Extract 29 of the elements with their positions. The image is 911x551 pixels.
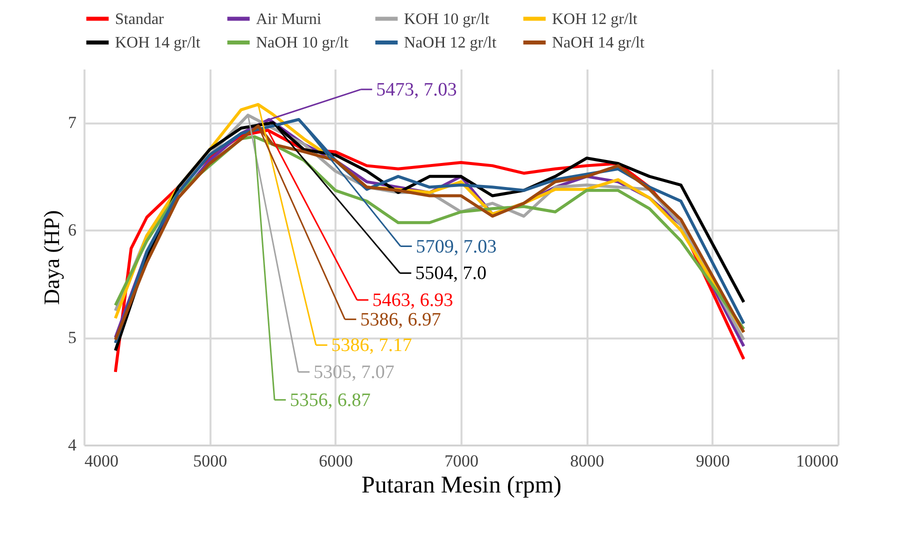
legend-label: Air Murni [256,10,322,28]
annotation: 5709, 7.03 [416,236,497,258]
annotation: 5305, 7.07 [314,362,394,383]
legend-label: KOH 14 gr/lt [115,34,201,52]
x-tick-label: 4000 [84,452,118,470]
x-tick-label: 5000 [193,452,228,470]
legend-label: NaOH 10 gr/lt [256,34,349,52]
x-tick-label: 8000 [570,452,604,470]
annotation: 5473, 7.03 [376,79,457,100]
y-axis-title: Daya (HP) [39,210,64,305]
x-tick-label: 9000 [696,452,730,470]
x-tick-label: 10000 [796,452,838,470]
annotation: 5356, 6.87 [290,390,371,411]
annotation: 5386, 6.97 [360,309,441,330]
legend-label: Standar [115,10,165,28]
legend-label: KOH 10 gr/lt [404,10,490,28]
x-tick-label: 7000 [444,452,478,470]
legend-label: NaOH 12 gr/lt [404,34,497,52]
y-tick-label: 7 [68,113,77,132]
y-tick-label: 6 [68,220,76,240]
y-tick-label: 5 [68,328,76,348]
annotation: 5386, 7.17 [331,335,412,356]
annotation: 5463, 6.93 [372,290,454,311]
y-tick-label: 4 [68,436,77,454]
x-tick-label: 6000 [318,452,353,470]
annotation: 5504, 7.0 [415,263,486,284]
legend-label: NaOH 14 gr/lt [552,34,645,52]
x-axis-title: Putaran Mesin (rpm) [362,472,562,498]
legend-label: KOH 12 gr/lt [552,10,638,28]
